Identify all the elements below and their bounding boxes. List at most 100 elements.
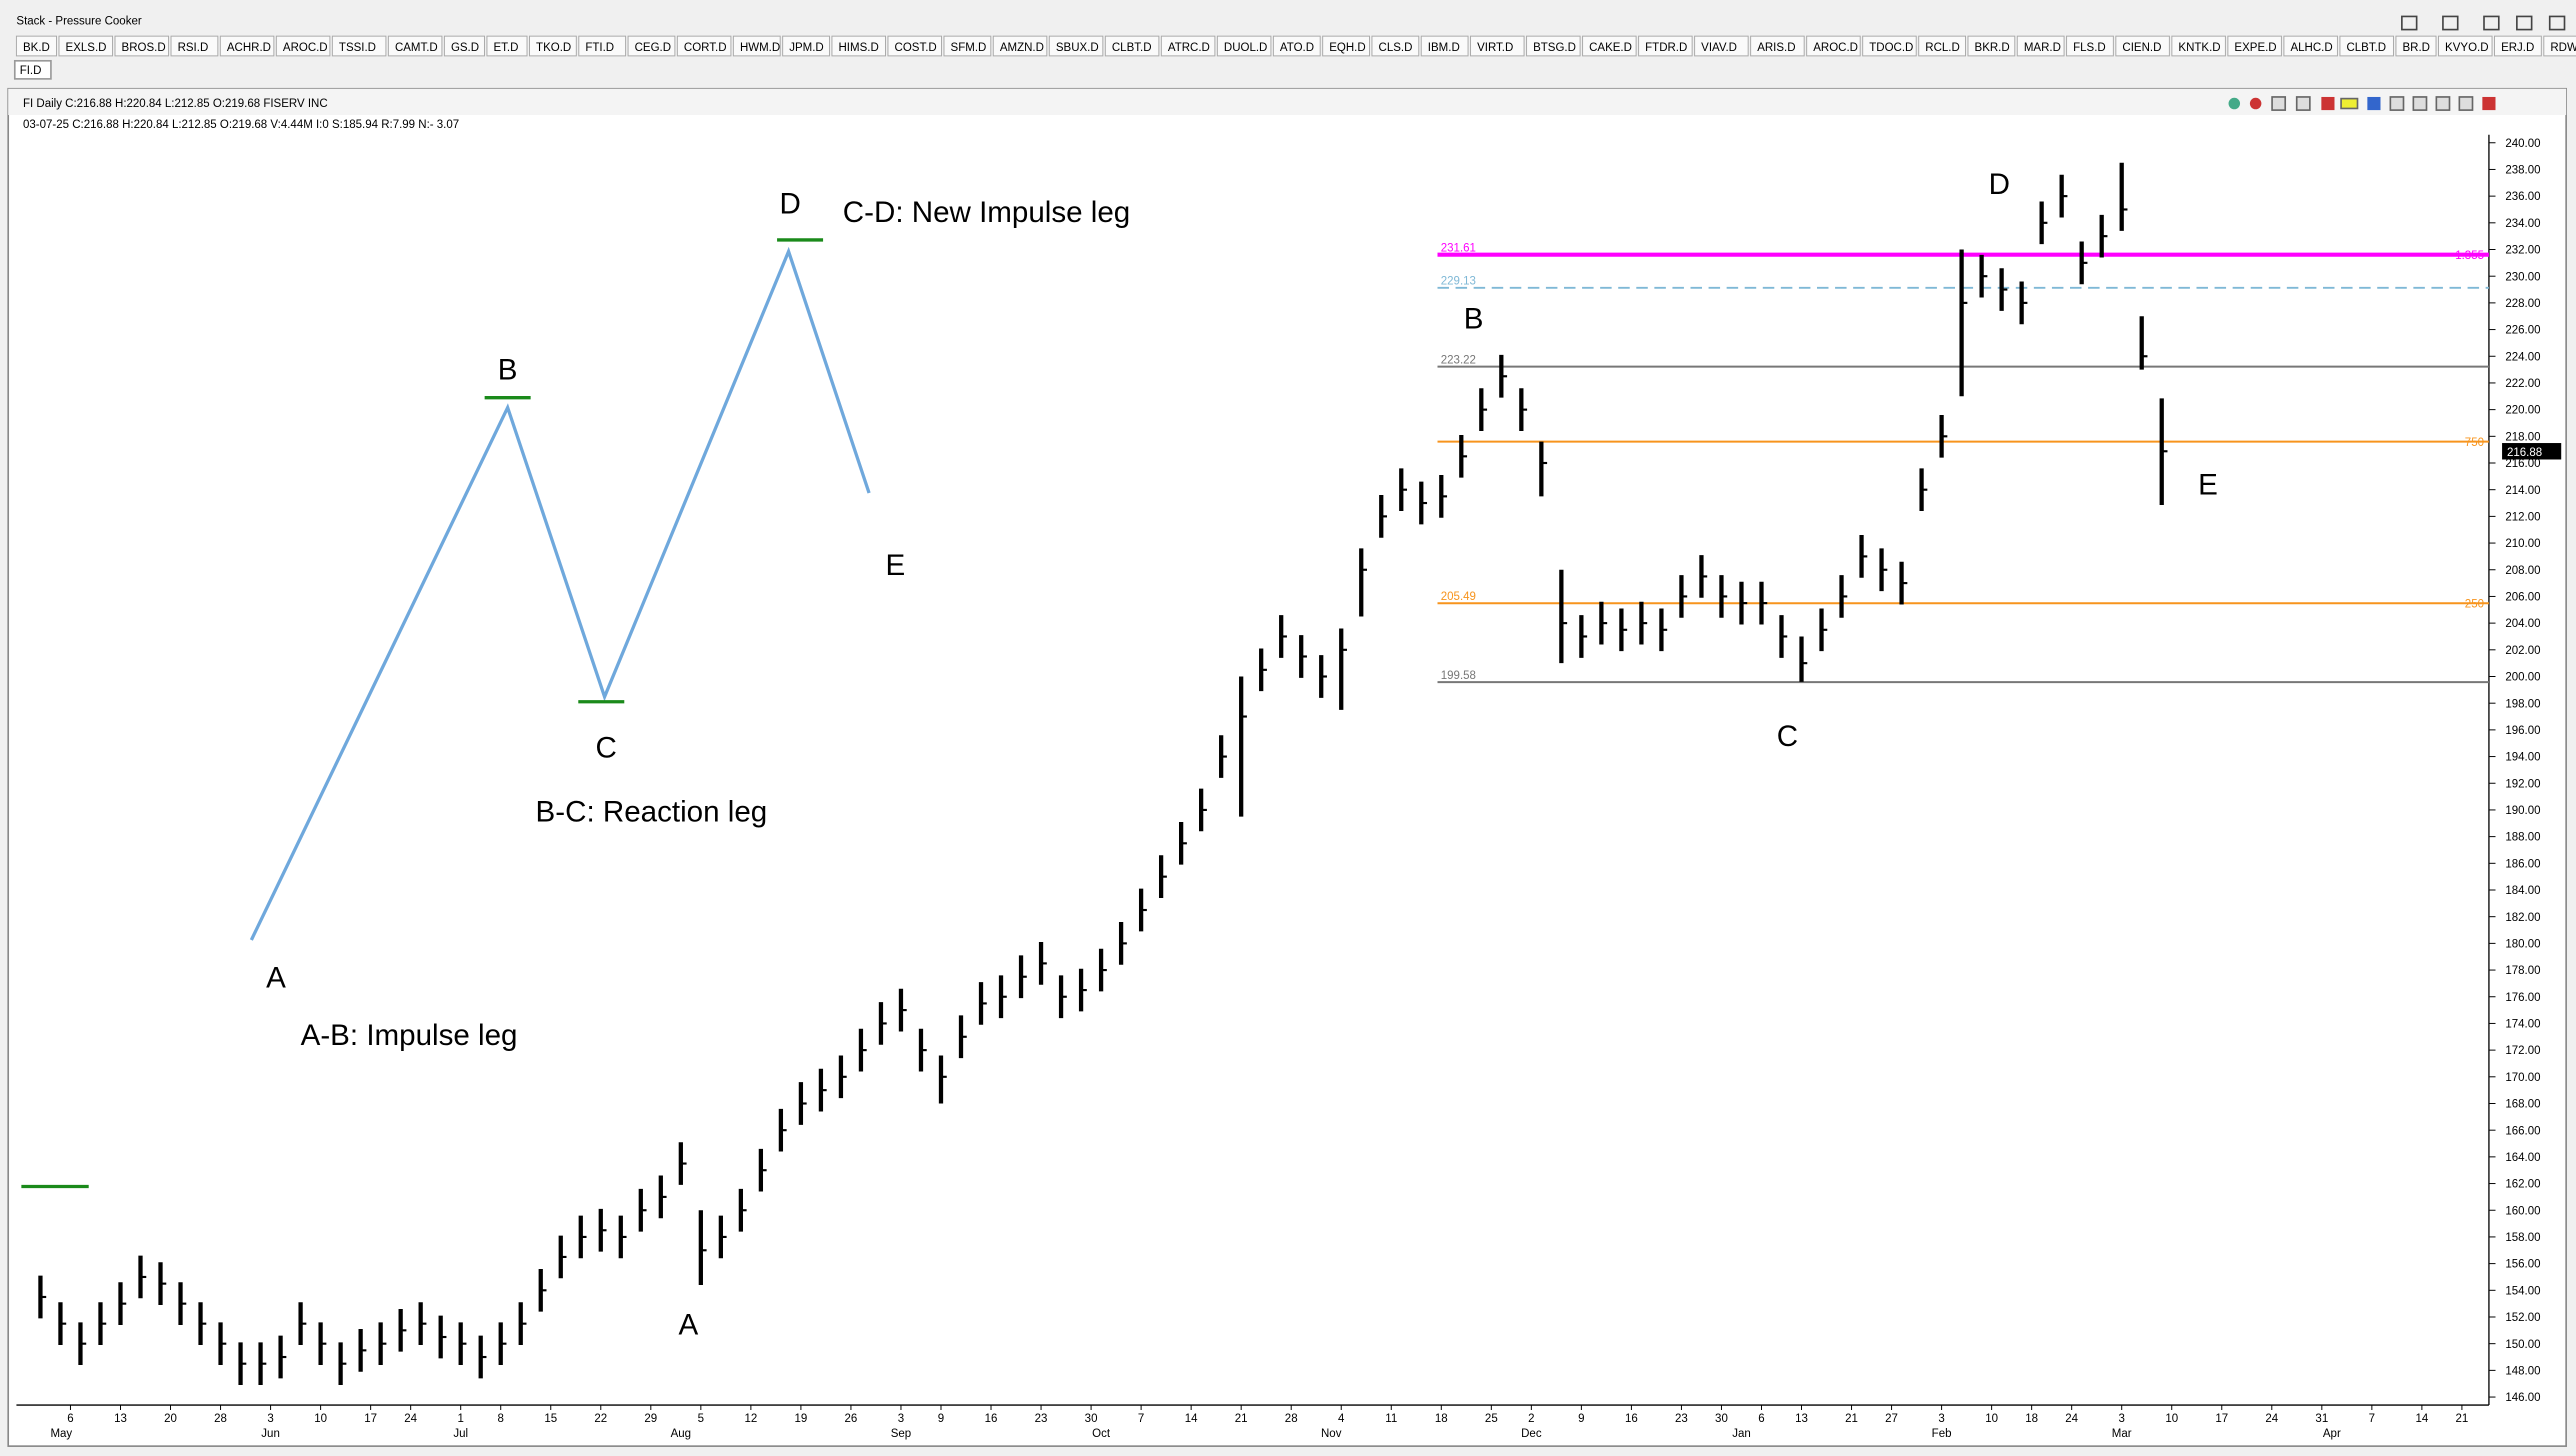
tab[interactable] xyxy=(387,35,443,57)
tool-icon[interactable] xyxy=(2271,96,2287,111)
tab[interactable] xyxy=(2115,35,2170,57)
tab[interactable] xyxy=(1918,35,1967,57)
tab-label[interactable]: CIEN.D xyxy=(2122,42,2161,54)
tab[interactable] xyxy=(1862,35,1917,57)
tab-label[interactable]: FTI.D xyxy=(585,42,614,54)
tab[interactable] xyxy=(1160,35,1216,57)
tool-icon[interactable] xyxy=(2458,96,2474,111)
window-controls[interactable] xyxy=(2401,15,2566,31)
tab-label[interactable]: HIMS.D xyxy=(839,42,879,54)
tab-label[interactable]: SBUX.D xyxy=(1056,42,1099,54)
tab-label[interactable]: CAKE.D xyxy=(1589,42,1632,54)
tool-icon[interactable] xyxy=(2321,96,2335,111)
tab[interactable] xyxy=(170,35,219,57)
tab[interactable] xyxy=(58,35,114,57)
tab[interactable] xyxy=(114,35,170,57)
tab[interactable] xyxy=(887,35,943,57)
tool-icon[interactable] xyxy=(2435,96,2451,111)
tab[interactable] xyxy=(15,35,58,57)
control-icon[interactable] xyxy=(2401,15,2418,31)
tab-label[interactable]: CORT.D xyxy=(684,42,727,54)
tool-icon[interactable] xyxy=(2340,97,2359,110)
tab[interactable] xyxy=(1967,35,2016,57)
tab[interactable] xyxy=(627,35,676,57)
tab-label[interactable]: KNTK.D xyxy=(2178,42,2220,54)
active-tab[interactable] xyxy=(13,59,52,80)
tab[interactable] xyxy=(1104,35,1160,57)
tab[interactable] xyxy=(2171,35,2226,57)
tab-label[interactable]: TDOC.D xyxy=(1869,42,1913,54)
tab[interactable] xyxy=(2438,35,2493,57)
active-tab-label[interactable]: FI.D xyxy=(20,65,42,77)
tab-label[interactable]: BR.D xyxy=(2403,42,2430,54)
tab-label[interactable]: FLS.D xyxy=(2073,42,2106,54)
tab[interactable] xyxy=(1582,35,1637,57)
tab[interactable] xyxy=(486,35,528,57)
close[interactable] xyxy=(2548,15,2566,31)
tool-icon[interactable] xyxy=(2228,97,2241,110)
tab[interactable] xyxy=(2494,35,2542,57)
maximize[interactable] xyxy=(2516,15,2533,31)
tab-label[interactable]: ATRC.D xyxy=(1168,42,1210,54)
tab-label[interactable]: KVYO.D xyxy=(2445,42,2488,54)
tab[interactable] xyxy=(578,35,627,57)
tab[interactable] xyxy=(275,35,331,57)
tab[interactable] xyxy=(1470,35,1525,57)
tab-label[interactable]: BROS.D xyxy=(122,42,166,54)
tab-label[interactable]: ACHR.D xyxy=(227,42,271,54)
tab-label[interactable]: EXLS.D xyxy=(66,42,107,54)
tab[interactable] xyxy=(2066,35,2114,57)
tab[interactable] xyxy=(1322,35,1370,57)
tab-label[interactable]: CLBT.D xyxy=(1112,42,1152,54)
toolbar[interactable] xyxy=(2228,96,2496,111)
tool-icon[interactable] xyxy=(2367,96,2381,111)
tab-label[interactable]: VIRT.D xyxy=(1477,42,1513,54)
tab-label[interactable]: ARIS.D xyxy=(1757,42,1795,54)
tab-label[interactable]: TKO.D xyxy=(536,42,571,54)
tab-label[interactable]: RDW.D xyxy=(2550,42,2576,54)
tab[interactable] xyxy=(528,35,577,57)
tab[interactable] xyxy=(331,35,387,57)
tab-label[interactable]: SFM.D xyxy=(951,42,987,54)
tab[interactable] xyxy=(1526,35,1581,57)
tab-label[interactable]: FTDR.D xyxy=(1645,42,1687,54)
tab[interactable] xyxy=(992,35,1048,57)
tool-icon[interactable] xyxy=(2412,96,2428,111)
tab[interactable] xyxy=(1694,35,1749,57)
tab-label[interactable]: ATO.D xyxy=(1280,42,1314,54)
tab[interactable] xyxy=(831,35,886,57)
tab[interactable] xyxy=(219,35,275,57)
tab-label[interactable]: JPM.D xyxy=(789,42,823,54)
tab-label[interactable]: HWM.D xyxy=(740,42,780,54)
tab[interactable] xyxy=(2283,35,2338,57)
tab[interactable] xyxy=(2339,35,2394,57)
tab-label[interactable]: EQH.D xyxy=(1329,42,1365,54)
tab-label[interactable]: DUOL.D xyxy=(1224,42,1267,54)
tool-icon[interactable] xyxy=(2482,96,2496,111)
tab-label[interactable]: RCL.D xyxy=(1925,42,1960,54)
tab-label[interactable]: COST.D xyxy=(895,42,937,54)
tab[interactable] xyxy=(1216,35,1272,57)
tool-icon[interactable] xyxy=(2249,97,2262,110)
tab-label[interactable]: MAR.D xyxy=(2024,42,2061,54)
tab-label[interactable]: TSSI.D xyxy=(339,42,376,54)
tab-label[interactable]: EXPE.D xyxy=(2234,42,2276,54)
tab[interactable] xyxy=(1638,35,1693,57)
tab[interactable] xyxy=(2016,35,2065,57)
tab[interactable] xyxy=(1048,35,1104,57)
tab-label[interactable]: RSI.D xyxy=(178,42,209,54)
tab[interactable] xyxy=(732,35,781,57)
tab[interactable] xyxy=(943,35,992,57)
tab-label[interactable]: BK.D xyxy=(23,42,50,54)
tab-label[interactable]: ALHC.D xyxy=(2290,42,2332,54)
tab-label[interactable]: IBM.D xyxy=(1428,42,1460,54)
control-icon[interactable] xyxy=(2442,15,2459,31)
tab[interactable] xyxy=(2543,35,2576,57)
tab[interactable] xyxy=(782,35,830,57)
tab[interactable] xyxy=(2227,35,2282,57)
tab[interactable] xyxy=(1420,35,1469,57)
tab[interactable] xyxy=(2395,35,2437,57)
tool-icon[interactable] xyxy=(2295,96,2311,111)
tab-label[interactable]: CAMT.D xyxy=(395,42,438,54)
tab-label[interactable]: CLS.D xyxy=(1379,42,1413,54)
